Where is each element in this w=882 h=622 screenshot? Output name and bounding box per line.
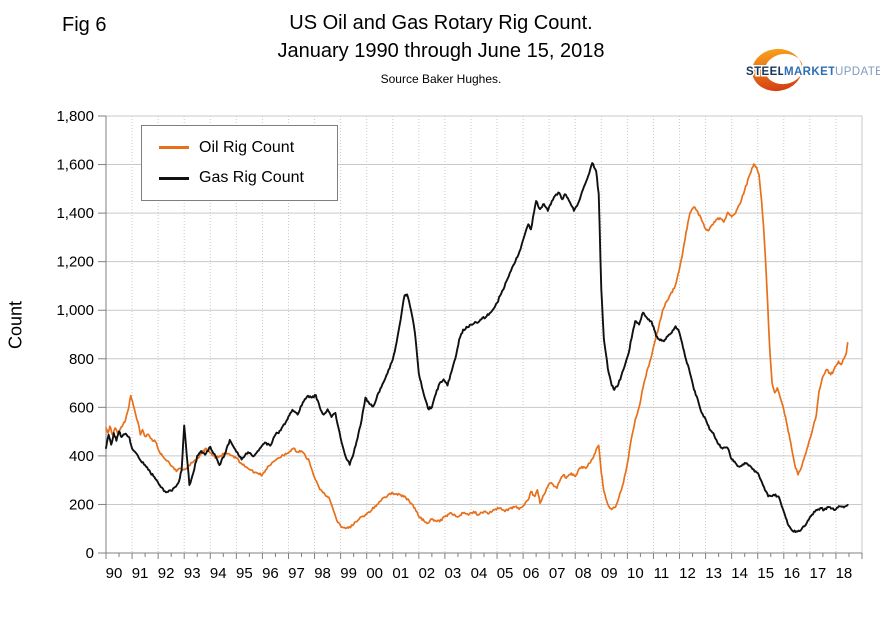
- legend-label-oil: Oil Rig Count: [199, 138, 295, 156]
- svg-text:12: 12: [679, 565, 696, 582]
- svg-text:09: 09: [601, 565, 618, 582]
- chart-subtitle: January 1990 through June 15, 2018: [277, 40, 605, 62]
- legend-label-gas: Gas Rig Count: [199, 169, 304, 187]
- legend-item-oil: Oil Rig Count: [159, 139, 337, 157]
- svg-text:15: 15: [757, 565, 774, 582]
- svg-text:04: 04: [471, 565, 488, 582]
- svg-text:16: 16: [783, 565, 800, 582]
- svg-text:11: 11: [654, 565, 670, 582]
- svg-text:1,800: 1,800: [56, 108, 94, 125]
- gas-line-swatch-icon: [159, 176, 189, 180]
- svg-text:03: 03: [445, 565, 462, 582]
- svg-text:800: 800: [69, 351, 94, 368]
- svg-text:18: 18: [836, 565, 853, 582]
- svg-text:97: 97: [288, 565, 305, 582]
- svg-text:96: 96: [262, 565, 279, 582]
- logo-swoosh-icon: STEEL MARKET UPDATE: [745, 48, 882, 92]
- svg-text:99: 99: [340, 565, 357, 582]
- svg-text:200: 200: [69, 496, 94, 513]
- svg-text:1,200: 1,200: [56, 254, 94, 271]
- axis-tick-labels: 02004006008001,0001,2001,4001,6001,80090…: [56, 108, 852, 582]
- svg-text:05: 05: [497, 565, 514, 582]
- svg-text:1,000: 1,000: [56, 302, 94, 319]
- svg-text:91: 91: [132, 565, 149, 582]
- logo-word-steel: STEEL: [746, 66, 785, 78]
- svg-text:90: 90: [106, 565, 123, 582]
- svg-text:07: 07: [549, 565, 566, 582]
- steel-market-update-logo: STEEL MARKET UPDATE: [740, 48, 882, 92]
- chart-source-note: Source Baker Hughes.: [380, 72, 502, 86]
- svg-text:0: 0: [86, 545, 94, 562]
- logo-word-market: MARKET: [784, 66, 836, 78]
- svg-text:00: 00: [366, 565, 383, 582]
- oil-line-swatch-icon: [159, 146, 189, 150]
- svg-text:1,400: 1,400: [56, 205, 94, 222]
- svg-text:92: 92: [158, 565, 175, 582]
- svg-text:600: 600: [69, 399, 94, 416]
- svg-text:93: 93: [184, 565, 201, 582]
- oil-series-line: [105, 163, 849, 530]
- legend-item-gas: Gas Rig Count: [159, 169, 337, 187]
- svg-text:01: 01: [392, 565, 409, 582]
- svg-text:1,600: 1,600: [56, 157, 94, 174]
- legend-box: Oil Rig Count Gas Rig Count: [141, 125, 338, 201]
- svg-text:400: 400: [69, 448, 94, 465]
- svg-text:02: 02: [418, 565, 435, 582]
- figure-number: Fig 6: [62, 14, 107, 36]
- svg-text:13: 13: [705, 565, 722, 582]
- chart-title: US Oil and Gas Rotary Rig Count.: [289, 12, 593, 34]
- data-series: [105, 162, 849, 534]
- svg-text:98: 98: [314, 565, 331, 582]
- svg-text:14: 14: [731, 565, 748, 582]
- svg-text:94: 94: [210, 565, 227, 582]
- axes-and-ticks: [98, 115, 863, 559]
- gas-series-line: [105, 162, 849, 534]
- svg-text:17: 17: [810, 565, 827, 582]
- svg-text:95: 95: [236, 565, 253, 582]
- svg-text:08: 08: [575, 565, 592, 582]
- svg-text:10: 10: [627, 565, 644, 582]
- logo-word-update: UPDATE: [835, 66, 880, 78]
- svg-text:06: 06: [523, 565, 540, 582]
